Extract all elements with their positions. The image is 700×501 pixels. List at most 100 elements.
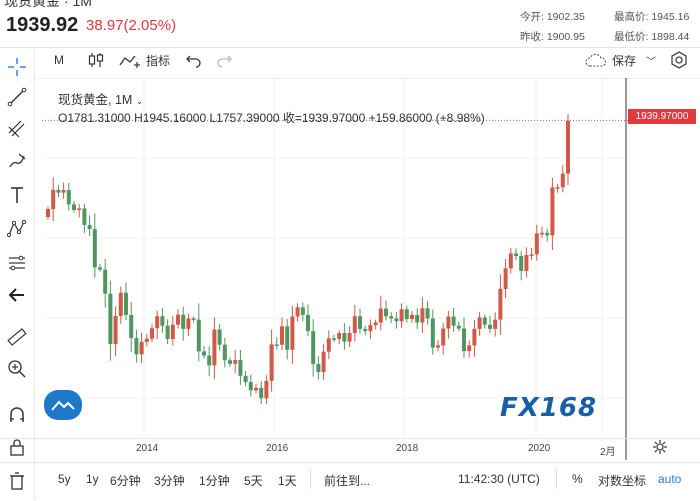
ohlc-readout: O1781.31000 H1945.16000 L1757.39000 收=19… bbox=[58, 111, 485, 125]
candle-body bbox=[202, 351, 206, 356]
candle bbox=[337, 330, 342, 345]
candle bbox=[451, 307, 456, 333]
toolbar-bottom-divider bbox=[0, 78, 700, 79]
candle-body bbox=[248, 382, 253, 391]
trend-line-icon[interactable] bbox=[4, 84, 30, 110]
candle-body bbox=[560, 173, 565, 188]
candle-body bbox=[467, 345, 472, 352]
candle-body bbox=[300, 307, 305, 315]
back-arrow-icon[interactable] bbox=[4, 282, 30, 308]
x-axis[interactable]: 2014 2016 2018 2020 2月 bbox=[0, 438, 700, 459]
candle bbox=[82, 203, 87, 233]
indicators-button[interactable]: 指标 bbox=[118, 52, 170, 69]
redo-icon[interactable] bbox=[215, 52, 235, 68]
candle-body bbox=[264, 380, 269, 399]
candle bbox=[98, 263, 102, 272]
candle-body bbox=[118, 292, 123, 316]
candle bbox=[196, 303, 201, 362]
candle bbox=[399, 303, 404, 328]
magnet-icon[interactable] bbox=[4, 402, 30, 428]
crosshair-icon[interactable] bbox=[4, 54, 30, 80]
candle bbox=[389, 312, 394, 324]
candle bbox=[545, 228, 550, 242]
candle bbox=[186, 313, 191, 337]
candle bbox=[160, 307, 165, 333]
stat-high: 最高价: 1945.16 bbox=[614, 9, 689, 24]
candle-body bbox=[456, 325, 461, 329]
range-1y[interactable]: 1y bbox=[86, 472, 99, 486]
candle-body bbox=[363, 328, 368, 332]
log-scale-toggle[interactable]: 对数坐标 bbox=[598, 474, 647, 488]
candle bbox=[61, 182, 66, 200]
text-icon[interactable] bbox=[4, 182, 30, 208]
candle bbox=[264, 375, 269, 404]
percent-toggle[interactable]: % bbox=[572, 472, 583, 486]
candle bbox=[368, 319, 373, 340]
bottom-divider-2 bbox=[556, 469, 557, 489]
range-1min[interactable]: 1分钟 bbox=[199, 474, 230, 488]
series-legend[interactable]: 现货黄金, 1M ⌄ bbox=[58, 89, 143, 108]
candle-body bbox=[332, 338, 336, 340]
ruler-icon[interactable] bbox=[4, 324, 30, 350]
candle-body bbox=[269, 344, 274, 381]
candle bbox=[477, 312, 482, 336]
candle-style-icon[interactable] bbox=[86, 51, 106, 69]
stat-open-label: 今开: bbox=[520, 11, 544, 23]
undo-icon[interactable] bbox=[185, 52, 205, 68]
candle bbox=[280, 317, 284, 350]
candle-body bbox=[170, 324, 175, 340]
utc-clock[interactable]: 11:42:30 (UTC) bbox=[458, 472, 540, 486]
candle bbox=[430, 309, 435, 355]
indicators-label: 指标 bbox=[146, 54, 171, 68]
candle bbox=[108, 280, 113, 361]
candle-body bbox=[274, 344, 279, 346]
chart-settings-icon[interactable] bbox=[668, 50, 690, 70]
candle bbox=[488, 315, 492, 334]
range-6min[interactable]: 6分钟 bbox=[110, 474, 141, 488]
candle bbox=[326, 330, 331, 360]
candle-body bbox=[477, 317, 482, 329]
range-3min[interactable]: 3分钟 bbox=[154, 474, 185, 488]
candle-body bbox=[92, 229, 97, 268]
candle-body bbox=[534, 233, 539, 255]
axis-settings-icon[interactable] bbox=[652, 439, 668, 460]
save-button[interactable]: 保存 ﹀ bbox=[584, 52, 656, 69]
last-price: 1939.92 bbox=[6, 14, 79, 36]
candle-body bbox=[228, 360, 232, 364]
candle bbox=[170, 315, 175, 346]
brush-icon[interactable] bbox=[4, 148, 30, 174]
goto-date-button[interactable]: 前往到... bbox=[324, 474, 371, 488]
candle bbox=[300, 302, 305, 322]
fib-icon[interactable] bbox=[4, 116, 30, 142]
candle-body bbox=[446, 316, 451, 329]
candle-body bbox=[87, 224, 92, 230]
forecast-icon[interactable] bbox=[4, 250, 30, 276]
candle bbox=[373, 319, 378, 330]
candle-body bbox=[519, 255, 524, 271]
candle-body bbox=[420, 308, 425, 323]
candle bbox=[550, 177, 555, 250]
price-chart[interactable] bbox=[42, 78, 628, 438]
candle-body bbox=[545, 232, 550, 236]
candle bbox=[540, 226, 544, 238]
lock-icon[interactable] bbox=[4, 434, 30, 460]
chart-title-cut: 现货黄金 · 1M bbox=[4, 0, 92, 9]
stat-prev-close-value: 1900.95 bbox=[546, 31, 585, 43]
candle bbox=[441, 323, 446, 355]
candle bbox=[566, 114, 570, 186]
zoom-in-icon[interactable] bbox=[4, 356, 30, 382]
range-1d[interactable]: 1天 bbox=[278, 474, 297, 488]
candle-body bbox=[352, 316, 357, 334]
candle bbox=[243, 371, 248, 387]
pattern-icon[interactable] bbox=[4, 216, 30, 242]
interval-button[interactable]: M bbox=[54, 53, 64, 67]
range-5d[interactable]: 5天 bbox=[244, 474, 263, 488]
fx168-watermark: FX168 bbox=[500, 393, 598, 423]
candle-body bbox=[337, 333, 342, 340]
range-5y[interactable]: 5y bbox=[58, 472, 71, 486]
candle bbox=[342, 323, 347, 350]
trash-icon[interactable] bbox=[4, 468, 30, 494]
candle-body bbox=[508, 253, 513, 269]
candle bbox=[295, 303, 300, 322]
auto-scale-toggle[interactable]: auto bbox=[658, 472, 682, 486]
